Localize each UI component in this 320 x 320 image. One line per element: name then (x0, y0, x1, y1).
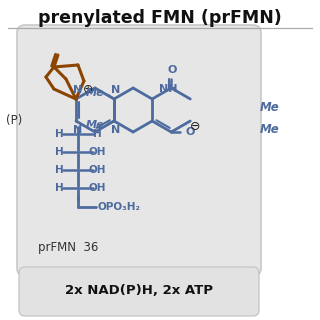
Text: OPO₃H₂: OPO₃H₂ (98, 202, 141, 212)
Text: Me: Me (85, 88, 104, 98)
Text: Me: Me (85, 120, 104, 130)
Text: ⊕: ⊕ (83, 83, 93, 95)
Text: N: N (111, 85, 121, 95)
Text: N: N (73, 85, 83, 95)
FancyBboxPatch shape (17, 25, 261, 276)
Text: Me: Me (260, 123, 280, 135)
Text: (P): (P) (6, 114, 22, 126)
Text: prFMN  36: prFMN 36 (38, 242, 98, 254)
Text: OH: OH (88, 183, 106, 193)
Text: H: H (55, 165, 63, 175)
Text: 2x NAD(P)H, 2x ATP: 2x NAD(P)H, 2x ATP (65, 284, 213, 298)
Text: N: N (73, 125, 83, 135)
FancyBboxPatch shape (19, 267, 259, 316)
Text: prenylated FMN (prFMN): prenylated FMN (prFMN) (38, 9, 282, 27)
Text: H: H (55, 129, 63, 139)
Text: N: N (111, 125, 121, 135)
Text: OH: OH (88, 165, 106, 175)
Text: H: H (92, 129, 101, 139)
Text: H: H (55, 183, 63, 193)
Text: ⊖: ⊖ (190, 119, 200, 132)
Text: NH: NH (159, 84, 178, 94)
Text: O: O (168, 65, 177, 75)
Text: OH: OH (88, 147, 106, 157)
Text: H: H (55, 147, 63, 157)
Text: Me: Me (260, 100, 280, 114)
Text: O: O (185, 127, 195, 137)
